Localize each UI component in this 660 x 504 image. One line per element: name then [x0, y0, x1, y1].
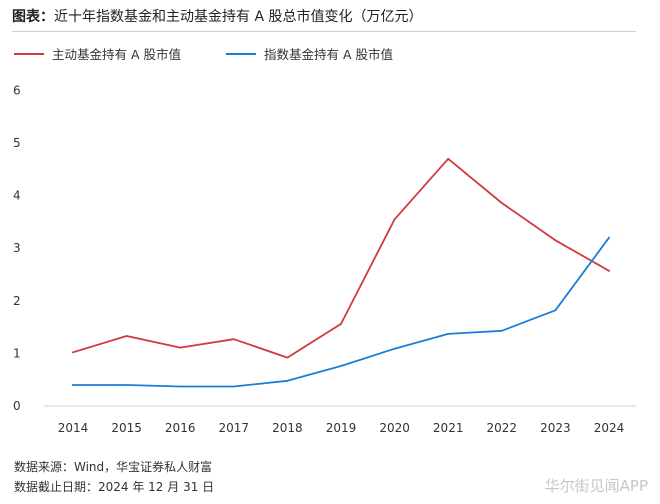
- series-1-point-2016: [179, 385, 182, 388]
- x-tick-label-2019: 2019: [326, 421, 357, 435]
- title-divider: [12, 31, 636, 32]
- series-line-0: [72, 157, 610, 359]
- series-0-point-2018: [286, 356, 289, 359]
- x-tick-label-2024: 2024: [594, 421, 625, 435]
- series-0-point-2021: [447, 157, 450, 160]
- series-1-point-2024: [608, 236, 610, 239]
- x-tick-label-2022: 2022: [487, 421, 518, 435]
- series-line-1: [72, 236, 610, 388]
- legend-swatch-active: [14, 52, 44, 55]
- series-1-point-2022: [500, 329, 503, 332]
- y-tick-label-2: 2: [13, 294, 21, 308]
- legend-label-active: 主动基金持有 A 股市值: [52, 47, 181, 62]
- legend-label-index: 指数基金持有 A 股市值: [264, 47, 393, 62]
- x-tick-label-2016: 2016: [165, 421, 196, 435]
- y-tick-label-4: 4: [13, 189, 21, 203]
- series-0-point-2014: [72, 351, 74, 354]
- x-tick-label-2018: 2018: [272, 421, 303, 435]
- y-tick-label-5: 5: [13, 136, 21, 150]
- chart-title: 图表：近十年指数基金和主动基金持有 A 股总市值变化（万亿元）: [12, 6, 422, 26]
- series-0-point-2017: [232, 338, 235, 341]
- y-tick-label-6: 6: [13, 83, 21, 97]
- series-1-point-2017: [232, 385, 235, 388]
- x-tick-label-2023: 2023: [540, 421, 571, 435]
- date-note: 数据截止日期：2024 年 12 月 31 日: [14, 480, 215, 494]
- y-tick-label-1: 1: [13, 346, 21, 360]
- series-0-point-2024: [608, 269, 610, 272]
- series-0-point-2016: [179, 346, 182, 349]
- series-1-point-2023: [554, 309, 557, 312]
- x-tick-label-2015: 2015: [111, 421, 142, 435]
- series-1-point-2020: [393, 347, 396, 350]
- y-tick-label-3: 3: [13, 241, 21, 255]
- series-0-point-2020: [393, 218, 396, 221]
- x-tick-label-2017: 2017: [219, 421, 250, 435]
- x-tick-label-2021: 2021: [433, 421, 464, 435]
- series-1-point-2019: [340, 365, 342, 367]
- series-0-point-2023: [554, 239, 557, 242]
- source-note: 数据来源：Wind，华宝证券私人财富: [14, 460, 213, 474]
- x-tick-label-2020: 2020: [379, 421, 410, 435]
- watermark: 华尔街见闻APP: [544, 477, 648, 495]
- title-text: 近十年指数基金和主动基金持有 A 股总市值变化（万亿元）: [54, 9, 423, 25]
- y-tick-label-0: 0: [13, 399, 21, 413]
- series-0-point-2015: [125, 335, 128, 337]
- legend-item-active: 主动基金持有 A 股市值: [14, 44, 181, 63]
- series-0-point-2022: [500, 202, 503, 204]
- series-1-point-2014: [72, 384, 74, 386]
- x-tick-label-2014: 2014: [58, 421, 89, 435]
- series-0-point-2019: [340, 323, 342, 325]
- legend-item-index: 指数基金持有 A 股市值: [226, 44, 393, 63]
- legend-swatch-index: [226, 52, 256, 55]
- title-prefix: 图表：: [12, 9, 54, 25]
- series-1-point-2015: [125, 384, 128, 386]
- series-1-point-2018: [286, 379, 289, 382]
- series-1-point-2021: [447, 333, 450, 335]
